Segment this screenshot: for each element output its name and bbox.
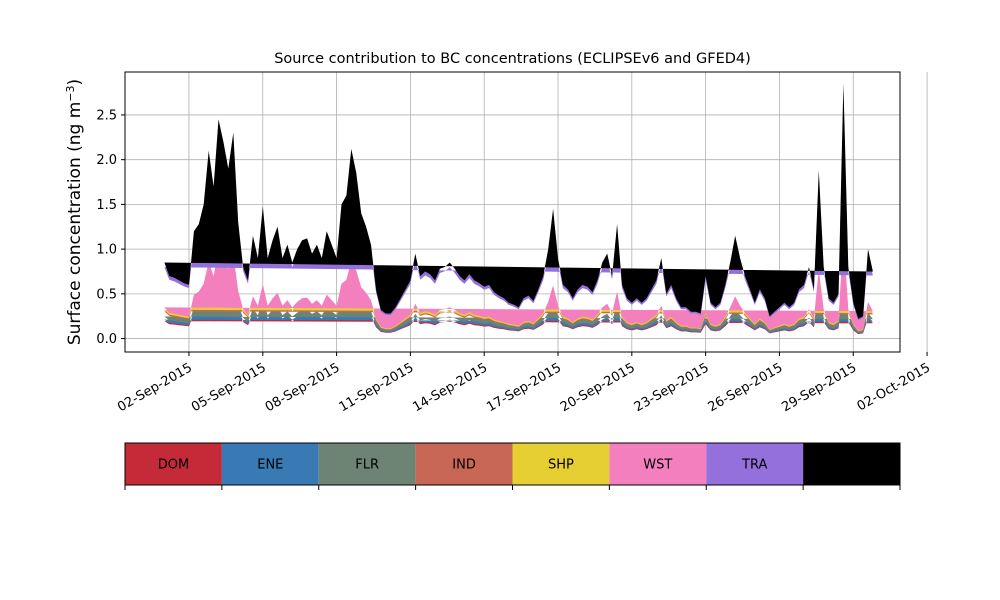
area-series-tra xyxy=(164,98,873,321)
y-axis-label-text: Surface concentration (ng m xyxy=(65,102,85,345)
x-tick-label: 02-Oct-2015 xyxy=(855,360,933,414)
legend-swatch-shp xyxy=(512,443,610,485)
legend-label-ene: ENE xyxy=(257,458,283,473)
x-tick-label: 14-Sep-2015 xyxy=(410,360,490,415)
legend-swatch-bb xyxy=(803,443,900,485)
y-axis-label-superscript: −3 xyxy=(64,85,77,101)
plot-area: 0.0 0.5 1.0 1.5 2.0 2.5 02-Sep-201505-Sep-2015… xyxy=(96,71,933,415)
y-tick-label: 0.5 xyxy=(96,287,117,302)
x-tick-label: 20-Sep-2015 xyxy=(558,360,638,415)
legend-label-wst: WST xyxy=(643,458,672,473)
legend-label-shp: SHP xyxy=(548,458,574,473)
svg-text:Surface concentration (ng m−3): Surface concentration (ng m−3) xyxy=(64,79,86,345)
legend-swatch-flr xyxy=(318,443,416,485)
x-tick-label: 26-Sep-2015 xyxy=(706,360,786,415)
legend-label-ind: IND xyxy=(452,458,476,473)
x-tick-label: 11-Sep-2015 xyxy=(337,360,417,415)
legend-label-flr: FLR xyxy=(355,458,379,473)
y-tick-label: 0.0 xyxy=(96,332,117,347)
legend-swatch-dom xyxy=(125,443,222,485)
y-tick-label: 1.0 xyxy=(96,243,117,258)
area-series-dom xyxy=(164,279,873,335)
legend-label-dom: DOM xyxy=(158,458,189,473)
y-tick-label: 1.5 xyxy=(96,198,117,213)
x-tick-label: 02-Sep-2015 xyxy=(115,360,195,415)
x-tick-label: 23-Sep-2015 xyxy=(632,360,712,415)
legend-label-tra: TRA xyxy=(741,458,767,473)
area-series-bb xyxy=(164,83,873,319)
area-series-flr xyxy=(164,264,873,333)
x-tick-label: 17-Sep-2015 xyxy=(484,360,564,415)
y-axis-label-close: ) xyxy=(65,79,85,86)
y-tick-label: 2.5 xyxy=(96,108,117,123)
x-tick-label: 05-Sep-2015 xyxy=(189,360,269,415)
x-tick-label: 08-Sep-2015 xyxy=(263,360,343,415)
y-tick-label: 2.0 xyxy=(96,153,117,168)
legend: DOM ENE FLR IND SHP WST TRA BB xyxy=(124,442,901,490)
legend-swatch-ind xyxy=(415,443,513,485)
y-axis-label: Surface concentration (ng m−3) xyxy=(64,79,86,345)
legend-swatch-wst xyxy=(609,443,707,485)
legend-swatch-ene xyxy=(221,443,319,485)
area-series-shp xyxy=(164,241,873,332)
area-series-ene xyxy=(164,274,873,334)
legend-swatch-tra xyxy=(706,443,804,485)
legend-label-bb: BB xyxy=(843,458,861,473)
area-series-wst xyxy=(164,234,873,331)
axes-frame xyxy=(124,71,901,353)
chart-title: Source contribution to BC concentrations… xyxy=(274,51,751,67)
x-tick-label: 29-Sep-2015 xyxy=(779,360,859,415)
